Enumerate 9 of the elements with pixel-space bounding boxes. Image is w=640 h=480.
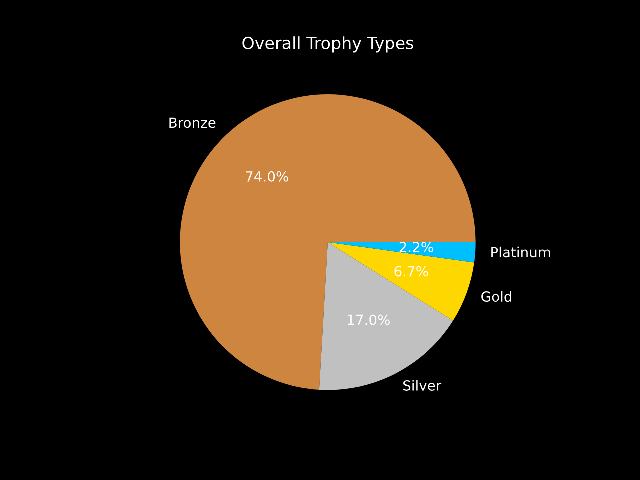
slice-label: Gold [482,291,512,302]
data-label: 17.0% [348,314,390,326]
slice-label: Bronze [170,118,216,128]
slice-label: Silver [403,380,442,391]
data-label: 6.7% [394,266,428,277]
chart-title: Overall Trophy Types [242,36,414,53]
slice-label: Platinum [492,246,550,258]
data-label: 74.0% [246,171,288,182]
data-label: 2.2% [400,242,434,253]
